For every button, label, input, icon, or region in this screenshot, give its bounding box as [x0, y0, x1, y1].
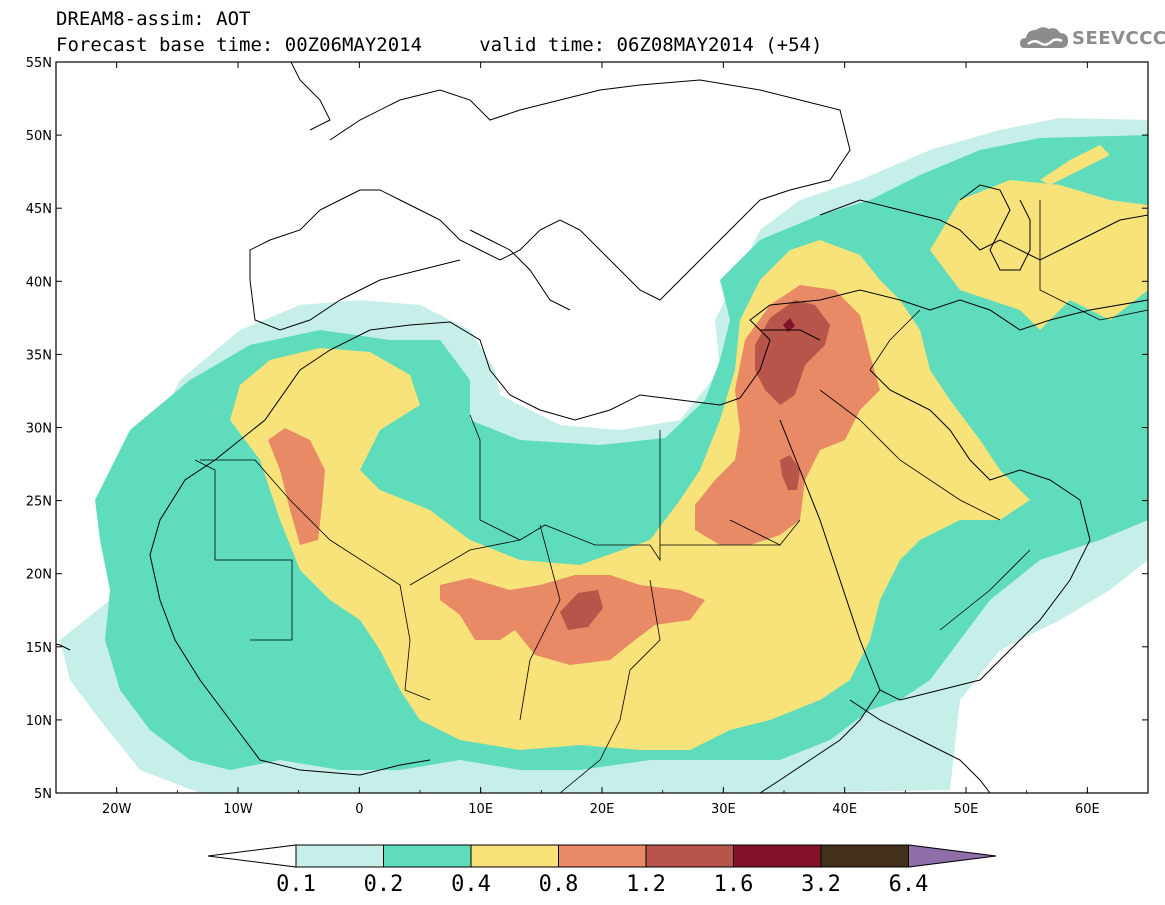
- colorbar-level-label: 3.2: [801, 872, 841, 897]
- colorbar-level-label: 0.8: [539, 872, 579, 897]
- colorbar-segment: [558, 844, 647, 868]
- longitude-axis: 20W 10W 0 10E 20E 30E 40E 50E 60E: [55, 62, 1149, 817]
- lat-label: 10N: [26, 714, 52, 729]
- lon-label: 10W: [223, 802, 253, 817]
- logo-text: SEEVCCC: [1072, 28, 1165, 49]
- lat-label: 55N: [26, 56, 52, 71]
- colorbar-over-triangle: [908, 844, 997, 868]
- colorbar-level-label: 0.2: [364, 872, 404, 897]
- aot-contour-1.2-sinai: [780, 455, 800, 490]
- aot-contour-0.4-east: [930, 180, 1148, 330]
- latitude-axis: 55N 50N 45N 40N 35N 30N 25N 20N 15N 10N 5N: [26, 56, 1148, 802]
- colorbar-level-label: 0.4: [451, 872, 491, 897]
- lat-label: 45N: [26, 202, 52, 217]
- colorbar-segment: [733, 844, 822, 868]
- colorbar-segment: [820, 844, 909, 868]
- lon-label: 50E: [954, 802, 979, 817]
- colorbar-segment: [383, 844, 472, 868]
- lon-label: 30E: [711, 802, 736, 817]
- lat-label: 35N: [26, 348, 52, 363]
- colorbar-under-triangle: [207, 844, 297, 868]
- colorbar-segment: [295, 844, 384, 868]
- colorbar-level-label: 0.1: [276, 872, 316, 897]
- colorbar-segment: [645, 844, 734, 868]
- color-legend: 0.1 0.2 0.4 0.8 1.2 1.6 3.2 6.4: [207, 844, 997, 897]
- lat-label: 50N: [26, 129, 52, 144]
- country-borders: [194, 200, 1148, 793]
- aot-field: [60, 118, 1148, 793]
- lon-label: 0: [355, 802, 363, 817]
- forecast-time-subtitle: Forecast base time: 00Z06MAY2014 valid t…: [56, 34, 823, 56]
- cloud-icon: [1020, 27, 1068, 48]
- aot-contour-0.8-west: [268, 428, 325, 545]
- lon-label: 40E: [832, 802, 857, 817]
- lat-label: 25N: [26, 495, 52, 510]
- aot-contour-1.6: [783, 318, 795, 332]
- lat-label: 30N: [26, 422, 52, 437]
- lat-label: 20N: [26, 568, 52, 583]
- colorbar-level-label: 1.2: [626, 872, 666, 897]
- lat-label: 5N: [34, 787, 52, 802]
- aot-contour-1.2-sahel: [560, 590, 603, 630]
- aot-contour-0.8-east: [695, 285, 880, 545]
- lon-label: 60E: [1075, 802, 1100, 817]
- colorbar-segment: [470, 844, 559, 868]
- coastlines: [56, 62, 1148, 793]
- lon-label: 20W: [102, 802, 132, 817]
- colorbar-level-label: 1.6: [714, 872, 754, 897]
- aot-contour-0.4-ne: [1040, 145, 1110, 185]
- aot-contour-1.2: [755, 300, 830, 405]
- lon-label: 10E: [468, 802, 493, 817]
- colorbar-level-label: 6.4: [889, 872, 929, 897]
- seevccc-logo: SEEVCCC: [1018, 22, 1165, 58]
- lon-label: 20E: [590, 802, 615, 817]
- lat-label: 40N: [26, 275, 52, 290]
- lat-label: 15N: [26, 641, 52, 656]
- map-title: DREAM8-assim: AOT: [56, 8, 251, 30]
